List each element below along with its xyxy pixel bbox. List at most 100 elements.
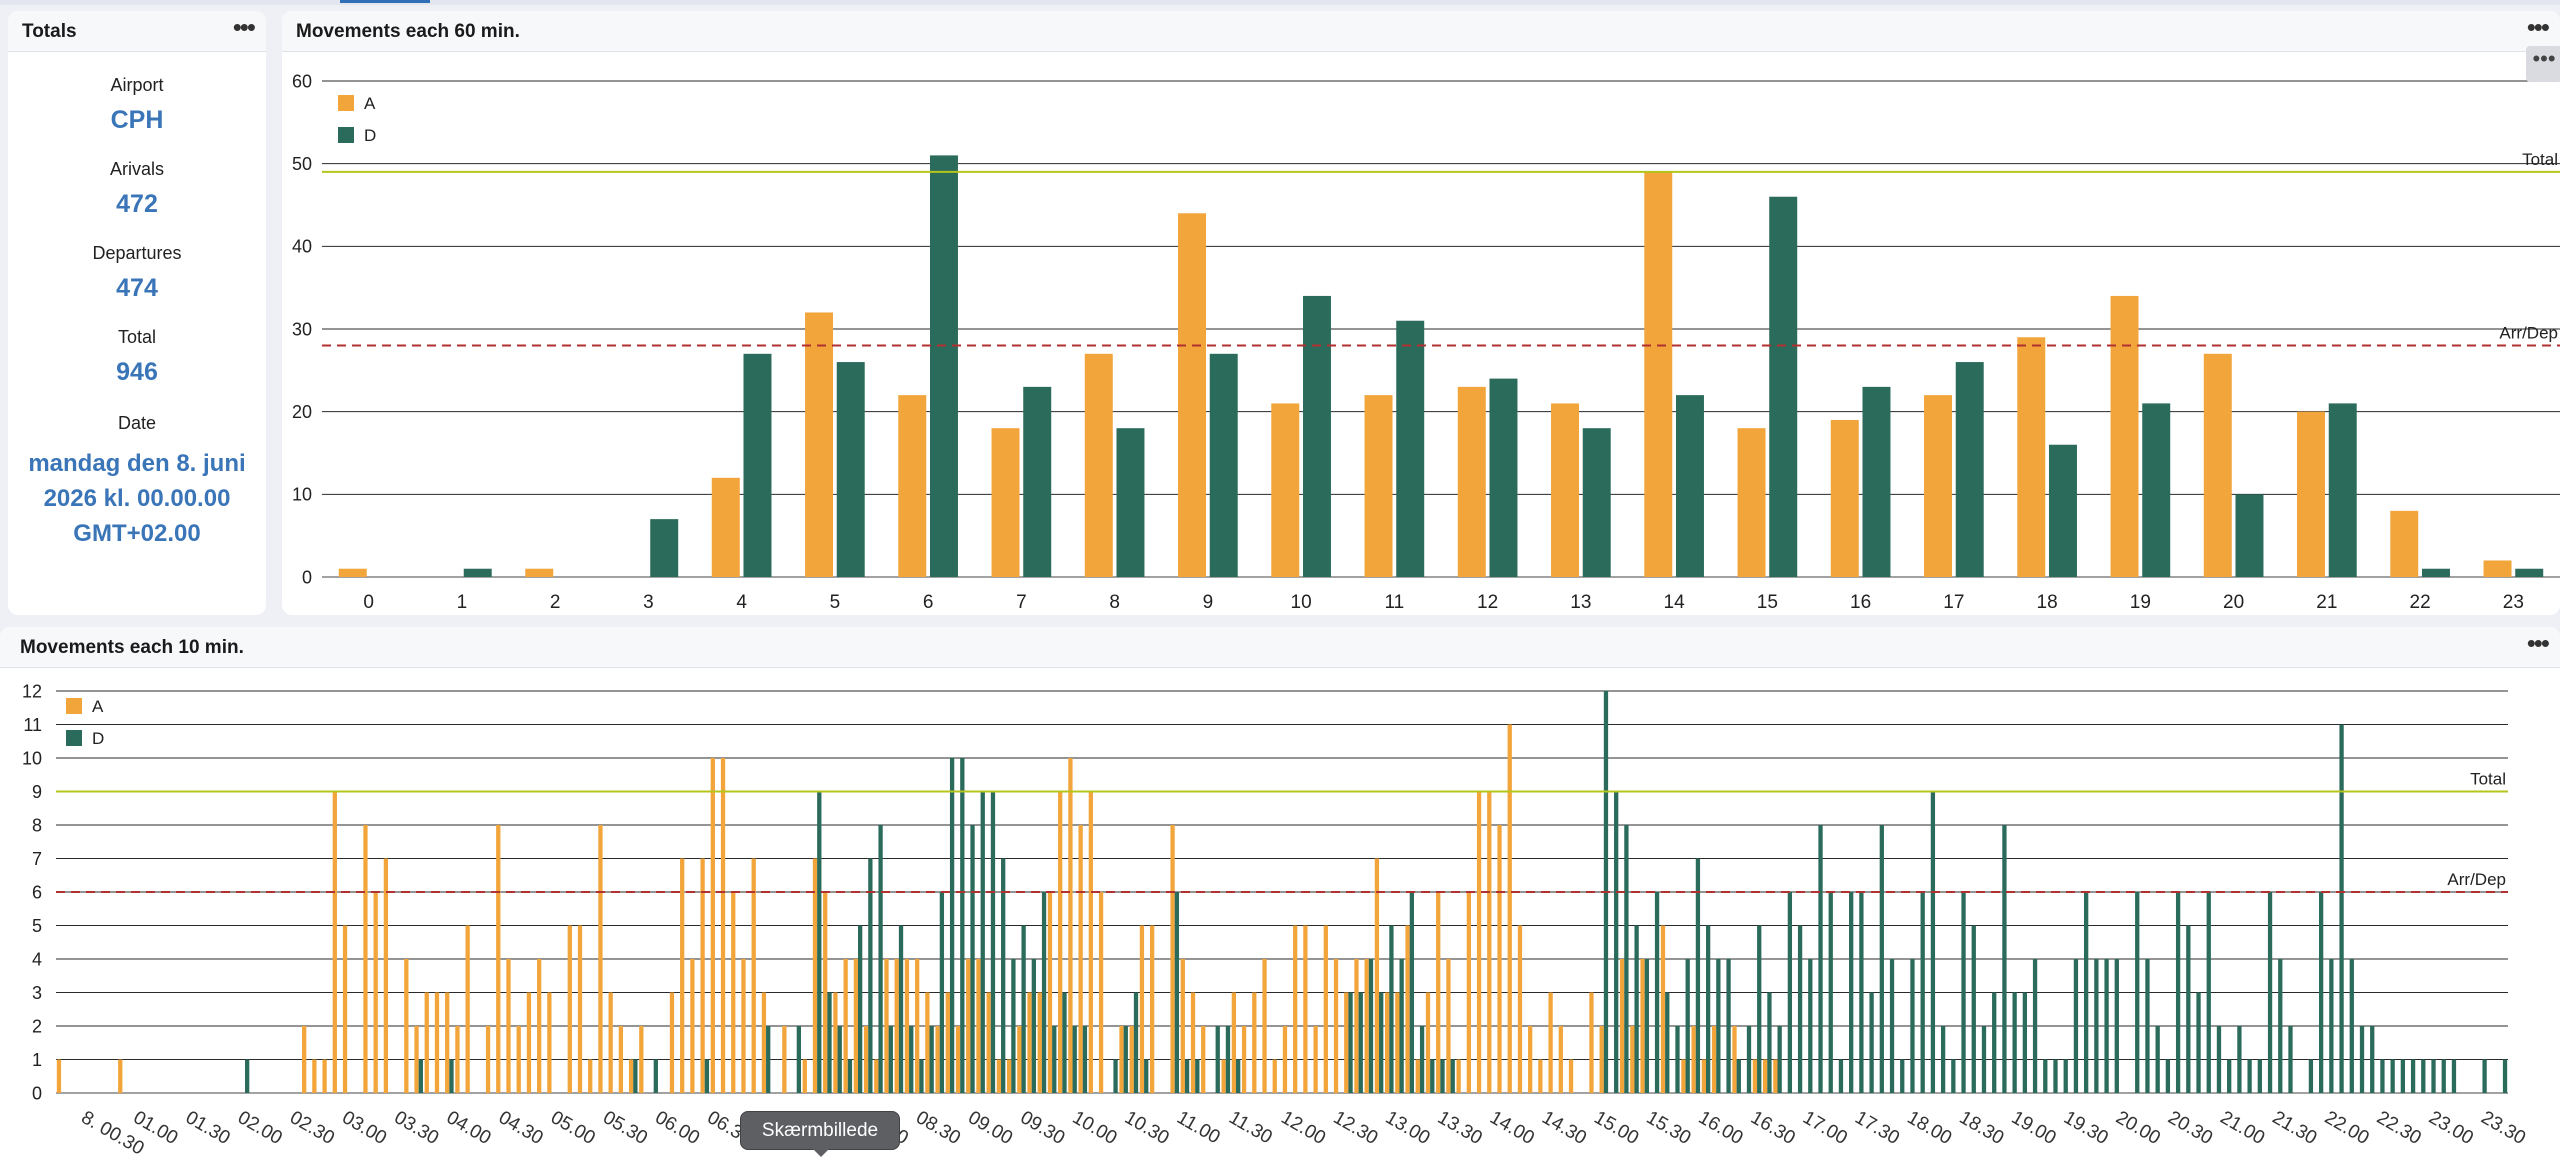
x-tick-label: 16.30 [1747,1107,1799,1149]
bar-A [1047,892,1053,1093]
bar-A [863,1026,869,1093]
y-tick-label: 1 [32,1050,42,1070]
bar-D [2043,1059,2048,1093]
active-tab-indicator[interactable] [340,0,430,3]
bar-D [1358,992,1363,1093]
more-horizontal-icon[interactable]: ••• [2526,12,2550,42]
bar-D [418,1059,423,1093]
bar-D [1716,959,1721,1093]
y-tick-label: 11 [23,715,42,735]
x-tick-label: 04.00 [443,1107,495,1149]
bar-A [2297,411,2326,577]
bar-A [1058,791,1063,1093]
x-tick-label: 18 [2037,592,2058,613]
bar-A [332,791,337,1093]
x-tick-label: 08.30 [912,1107,964,1149]
totals-header: Totals ••• [8,11,266,52]
bar-D [2410,1059,2416,1093]
bar-A [904,959,910,1093]
bar-A [338,568,367,577]
bar-A [1201,1026,1206,1093]
x-tick-label: 03.30 [391,1107,443,1149]
bar-A [812,858,818,1093]
bar-D [1450,1059,1455,1093]
bar-A [996,1059,1002,1093]
bar-D [1961,892,1966,1093]
bar-A [720,758,726,1093]
bar-A [1415,1059,1420,1093]
bar-A [639,1026,644,1093]
bar-D [960,758,965,1093]
x-tick-label: 10.30 [1121,1107,1173,1149]
bar-A [485,1026,491,1093]
x-tick-label: 6 [923,592,934,613]
x-tick-label: 3 [643,592,654,613]
y-tick-label: 7 [32,849,42,869]
more-horizontal-icon[interactable]: ••• [2526,46,2560,82]
bar-D [2349,959,2354,1093]
hourly-header: Movements each 60 min. ••• [282,11,2560,52]
bar-D [1184,1059,1190,1093]
x-tick-label: 17 [1943,592,1964,613]
x-tick-label: 11.30 [1225,1107,1275,1148]
bar-D [1082,1026,1088,1093]
bar-A [1252,992,1257,1093]
bar-A [525,568,554,577]
bar-D [1113,1059,1118,1093]
bar-A [1374,858,1380,1093]
bar-A [1303,925,1308,1093]
bar-D [929,155,958,577]
bar-A [2203,353,2232,577]
bar-D [2421,568,2450,577]
totals-panel: Totals ••• Airport CPH Arivals 472 Depar… [8,11,266,615]
bar-D [1399,959,1404,1093]
departures-value: 474 [116,274,158,302]
x-tick-label: 12 [1477,592,1498,613]
bar-D [2165,1059,2171,1093]
bar-D [2370,1026,2375,1093]
y-tick-label: 4 [32,949,42,969]
x-tick-label: 22.30 [2373,1107,2425,1149]
bar-D [990,791,996,1093]
x-tick-label: 05.00 [547,1107,599,1149]
bar-D [2145,959,2150,1093]
bar-D [1920,892,1925,1093]
bar-A [1333,959,1339,1093]
bar-A [404,959,409,1093]
bar-A [1190,992,1196,1093]
x-tick-label: 17.00 [1799,1107,1851,1149]
bar-D [1062,992,1067,1093]
bar-A [1752,1059,1758,1093]
bar-A [383,858,389,1093]
x-tick-label: 12.30 [1330,1107,1382,1149]
bar-D [919,1059,924,1093]
x-tick-label: 11.00 [1173,1107,1223,1148]
bar-D [1031,959,1036,1093]
x-tick-label: 4 [736,592,747,613]
more-horizontal-icon[interactable]: ••• [2526,628,2550,658]
y-tick-label: 8 [32,815,42,835]
bar-D [2104,959,2109,1093]
bar-A [833,992,838,1093]
bar-D [2227,1059,2232,1093]
bar-D [653,1059,658,1093]
x-tick-label: 13.00 [1382,1107,1434,1149]
bar-D [1236,1059,1241,1093]
bar-D [2288,1026,2293,1093]
bar-D [2441,1059,2446,1093]
bar-A [1630,1026,1635,1093]
x-tick-label: 2 [550,592,561,613]
bar-A [925,992,930,1093]
bar-D [970,825,975,1093]
more-horizontal-icon[interactable]: ••• [232,12,256,42]
bar-D [2073,959,2079,1093]
bar-D [868,858,873,1093]
bar-A [1830,419,1859,577]
bar-A [516,1026,521,1093]
x-tick-label: 13 [1570,592,1591,613]
bar-D [2237,1026,2242,1093]
x-tick-label: 23.30 [2477,1107,2529,1149]
bar-D [1123,1026,1128,1093]
bar-A [567,925,572,1093]
bar-A [445,992,450,1093]
